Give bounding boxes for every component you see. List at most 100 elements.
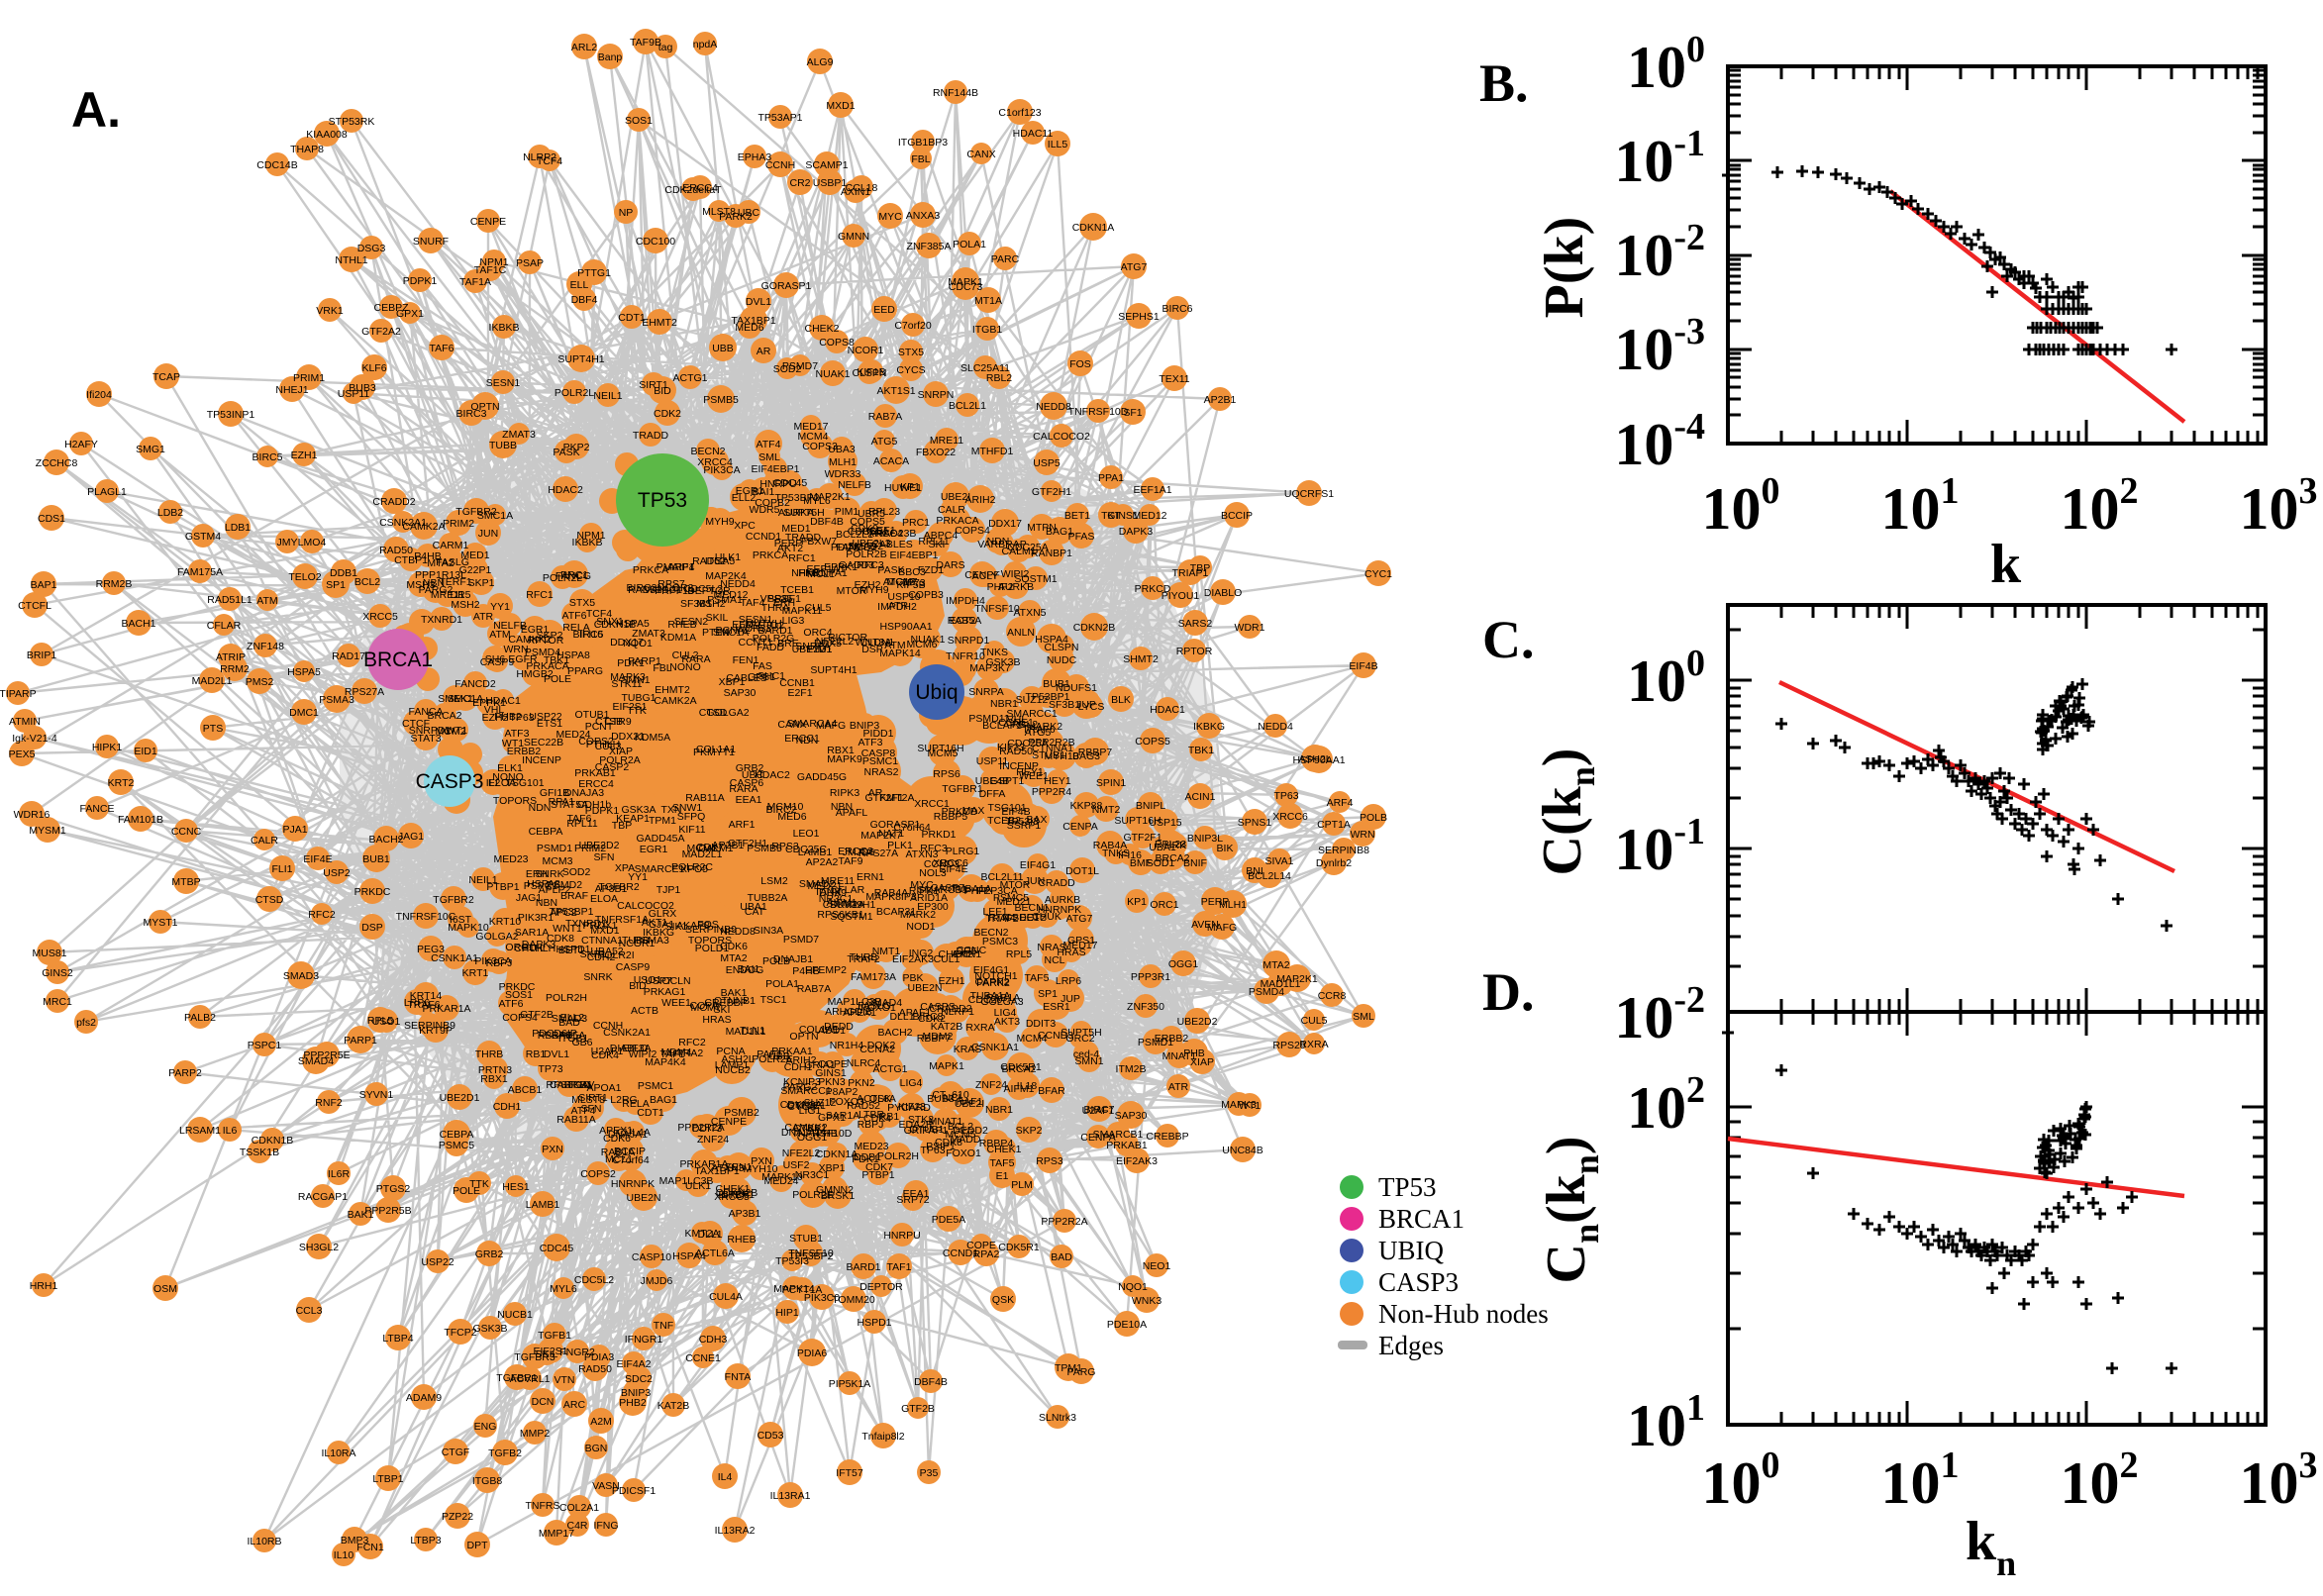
svg-text:PPP3CA: PPP3CA <box>976 885 1017 897</box>
svg-text:MAPK8IP3: MAPK8IP3 <box>865 891 917 903</box>
svg-text:CCNE1: CCNE1 <box>685 1352 721 1364</box>
svg-text:SNRPN: SNRPN <box>918 389 955 401</box>
svg-text:KIAA008: KIAA008 <box>306 129 348 141</box>
svg-text:IL10RA: IL10RA <box>321 1447 355 1459</box>
svg-text:PLRG1: PLRG1 <box>946 846 980 857</box>
svg-text:PSAP: PSAP <box>516 257 544 269</box>
svg-text:MYL6: MYL6 <box>803 495 831 507</box>
svg-text:SPNS1: SPNS1 <box>1238 817 1272 829</box>
svg-text:DDB1: DDB1 <box>330 567 357 579</box>
svg-text:ZMAT3: ZMAT3 <box>502 429 536 441</box>
svg-text:EIF3A: EIF3A <box>622 1043 651 1054</box>
svg-text:SEPHS1: SEPHS1 <box>1118 311 1160 323</box>
svg-text:CASP3: CASP3 <box>416 770 484 793</box>
svg-text:BIRC7: BIRC7 <box>1084 1104 1115 1116</box>
svg-text:SRP72: SRP72 <box>896 1194 929 1206</box>
svg-text:ANXA3: ANXA3 <box>906 210 941 222</box>
svg-text:MSH3: MSH3 <box>406 579 435 591</box>
svg-text:ERCC1: ERCC1 <box>784 733 820 745</box>
svg-text:TUBB: TUBB <box>489 440 517 451</box>
svg-text:VPS35: VPS35 <box>760 593 793 605</box>
svg-text:ENDOG: ENDOG <box>726 964 764 976</box>
svg-text:IL6: IL6 <box>223 1125 238 1137</box>
svg-text:JMY: JMY <box>277 537 298 549</box>
svg-text:POLB: POLB <box>1360 812 1387 824</box>
svg-text:CARM1: CARM1 <box>433 540 469 551</box>
svg-text:AP3B1: AP3B1 <box>729 1208 761 1220</box>
svg-text:PPA1: PPA1 <box>1098 472 1124 484</box>
svg-text:DCN: DCN <box>532 1396 555 1408</box>
svg-text:BACH1: BACH1 <box>121 618 155 630</box>
svg-text:HMGB2: HMGB2 <box>516 668 554 680</box>
svg-text:MXD1: MXD1 <box>826 100 855 112</box>
svg-text:APAFL: APAFL <box>836 807 868 819</box>
svg-text:TERF1: TERF1 <box>439 576 471 588</box>
svg-text:RAD52: RAD52 <box>692 555 726 567</box>
svg-text:GTF2A2: GTF2A2 <box>361 326 401 338</box>
svg-text:HES1: HES1 <box>502 1181 530 1193</box>
svg-text:TRIAP1: TRIAP1 <box>1172 567 1209 579</box>
svg-text:IFT57: IFT57 <box>836 1467 863 1479</box>
svg-text:TNFR10: TNFR10 <box>946 650 985 662</box>
svg-text:C4R: C4R <box>566 1520 587 1532</box>
svg-text:KLF6: KLF6 <box>361 362 386 374</box>
svg-text:SP1: SP1 <box>1038 988 1058 1000</box>
svg-text:RELA: RELA <box>562 622 589 634</box>
svg-text:FAM173A: FAM173A <box>851 971 896 983</box>
svg-text:PDCD6IP: PDCD6IP <box>532 1028 577 1040</box>
svg-text:DPT: DPT <box>467 1540 489 1551</box>
svg-text:XBP1: XBP1 <box>819 1162 846 1174</box>
svg-text:TOMM20: TOMM20 <box>832 1294 875 1306</box>
svg-text:ATM: ATM <box>489 629 510 641</box>
svg-text:CPT1A: CPT1A <box>1317 819 1351 831</box>
svg-text:PASK: PASK <box>553 447 579 458</box>
svg-text:PIP5K1A: PIP5K1A <box>829 1378 871 1390</box>
svg-text:PKMYT1: PKMYT1 <box>693 747 735 758</box>
svg-text:BIK: BIK <box>1217 843 1234 854</box>
svg-text:CDKN1B: CDKN1B <box>252 1135 294 1147</box>
svg-text:RAB4A: RAB4A <box>1093 840 1127 851</box>
svg-text:MTHFD1: MTHFD1 <box>971 446 1014 457</box>
svg-text:NLRC4: NLRC4 <box>847 1057 881 1069</box>
svg-text:CCR8: CCR8 <box>1318 990 1347 1002</box>
svg-text:AVEN: AVEN <box>1191 919 1219 931</box>
svg-text:MAD1L1: MAD1L1 <box>1261 978 1301 990</box>
svg-text:SML: SML <box>758 451 780 463</box>
svg-text:RNF144B: RNF144B <box>933 87 978 99</box>
svg-text:ATF4: ATF4 <box>757 439 781 450</box>
svg-text:DEDD: DEDD <box>824 1021 854 1033</box>
svg-text:STK11: STK11 <box>611 678 642 690</box>
svg-text:MAD2L1: MAD2L1 <box>192 675 233 687</box>
svg-text:EEF1A1: EEF1A1 <box>1133 484 1171 496</box>
svg-text:EZH2: EZH2 <box>482 712 509 724</box>
svg-text:KRT9P: KRT9P <box>419 1025 453 1037</box>
svg-text:CASP3: CASP3 <box>1378 1267 1459 1297</box>
svg-text:CCNH: CCNH <box>593 1020 623 1032</box>
svg-text:TNFRS: TNFRS <box>526 1500 560 1512</box>
svg-text:NFKB1: NFKB1 <box>791 567 825 579</box>
svg-text:TUBB2A: TUBB2A <box>748 892 788 904</box>
svg-text:ILL5: ILL5 <box>1048 139 1068 150</box>
svg-text:EFEMP2: EFEMP2 <box>805 964 847 976</box>
svg-text:PPP2R2B: PPP2R2B <box>1028 737 1074 748</box>
svg-text:IL2: IL2 <box>486 777 501 789</box>
svg-text:PRKD1: PRKD1 <box>921 829 956 841</box>
svg-text:NDUFS1: NDUFS1 <box>1056 682 1097 694</box>
svg-text:D.: D. <box>1482 962 1535 1022</box>
svg-text:SML: SML <box>1353 1011 1374 1023</box>
svg-text:TPM1: TPM1 <box>649 815 676 827</box>
svg-text:MAPK11: MAPK11 <box>782 605 823 617</box>
svg-text:SP1: SP1 <box>326 579 346 591</box>
svg-text:SARS2: SARS2 <box>1178 618 1213 630</box>
svg-text:OGG1: OGG1 <box>1168 958 1199 970</box>
svg-text:ZNF148: ZNF148 <box>247 641 284 652</box>
svg-text:PHB2: PHB2 <box>619 1397 647 1409</box>
svg-text:RTN4: RTN4 <box>988 912 1015 924</box>
svg-text:YY1: YY1 <box>490 601 510 613</box>
svg-text:BRCA1: BRCA1 <box>363 648 433 671</box>
svg-text:LRP6: LRP6 <box>1056 975 1081 987</box>
svg-text:DBF4: DBF4 <box>571 294 598 306</box>
svg-text:ITGB8: ITGB8 <box>472 1475 503 1487</box>
svg-text:CAT: CAT <box>745 906 765 918</box>
svg-text:DDX17: DDX17 <box>988 518 1022 530</box>
